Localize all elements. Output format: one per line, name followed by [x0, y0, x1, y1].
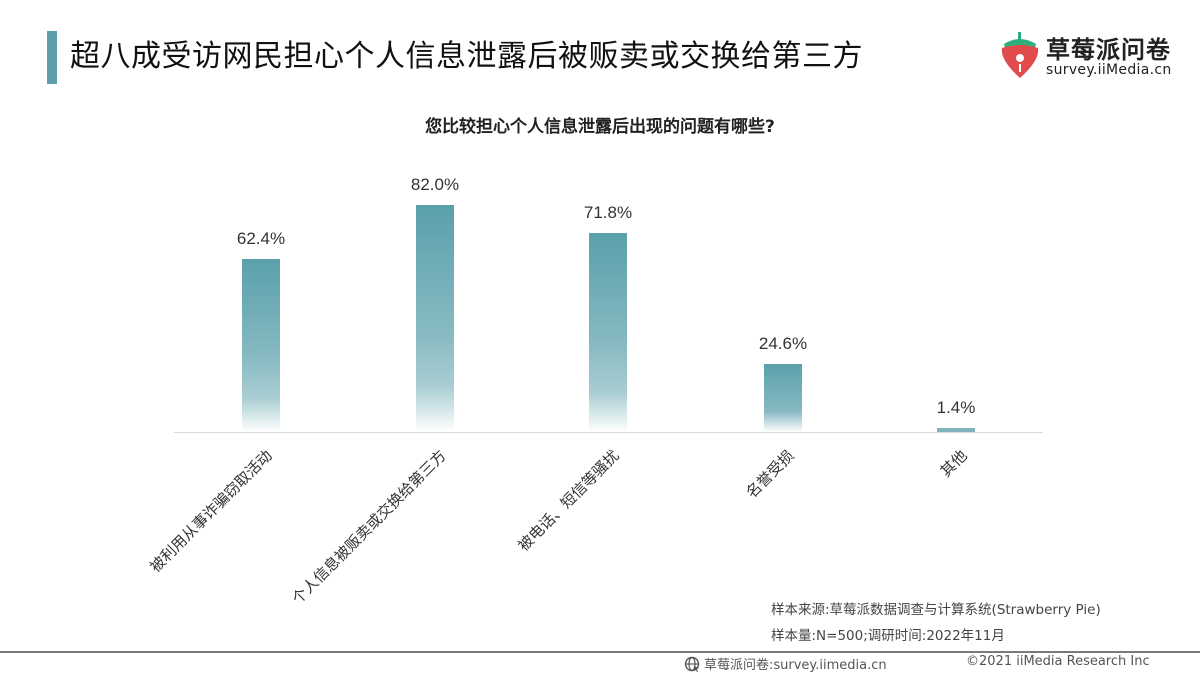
- bar: [416, 204, 454, 432]
- x-tick-label: 被利用从事诈骗窃取活动: [146, 446, 276, 576]
- chart-title: 您比较担心个人信息泄露后出现的问题有哪些?: [425, 117, 775, 137]
- x-tick-label: 其他: [936, 446, 971, 481]
- footer-site-text: 草莓派问卷:survey.iimedia.cn: [704, 658, 887, 673]
- sample-size: 样本量:N=500;调研时间:2022年11月: [771, 628, 1005, 644]
- x-tick-label: 被电话、短信等骚扰: [514, 446, 623, 555]
- bar: [764, 363, 802, 432]
- bar-value-label: 24.6%: [758, 333, 808, 353]
- footer-site: 草莓派问卷:survey.iimedia.cn: [684, 654, 887, 673]
- x-axis-baseline: [174, 432, 1043, 433]
- strawberry-icon: [1001, 32, 1039, 78]
- logo-name: 草莓派问卷: [1046, 36, 1171, 64]
- bar: [937, 428, 975, 432]
- footer-divider: [0, 651, 1200, 653]
- logo: 草莓派问卷 survey.iiMedia.cn: [998, 30, 1178, 85]
- sample-source: 样本来源:草莓派数据调查与计算系统(Strawberry Pie): [771, 602, 1101, 618]
- logo-url: survey.iiMedia.cn: [1046, 62, 1172, 78]
- x-tick-label: 个人信息被贩卖或交换给第三方: [288, 446, 450, 608]
- bar: [242, 259, 280, 432]
- x-tick-label: 名誉受损: [742, 446, 798, 502]
- bar-value-label: 62.4%: [236, 229, 286, 249]
- survey-notes: 样本来源:草莓派数据调查与计算系统(Strawberry Pie) 样本量:N=…: [771, 597, 1101, 649]
- bar-value-label: 82.0%: [410, 174, 460, 194]
- footer-copyright: ©2021 iiMedia Research Inc: [966, 654, 1150, 669]
- bar: [589, 233, 627, 432]
- bar-value-label: 1.4%: [936, 398, 976, 418]
- title-accent-bar: [47, 31, 57, 84]
- globe-icon: [684, 656, 700, 672]
- bar-value-label: 71.8%: [583, 203, 633, 223]
- page-title: 超八成受访网民担心个人信息泄露后被贩卖或交换给第三方: [70, 39, 863, 74]
